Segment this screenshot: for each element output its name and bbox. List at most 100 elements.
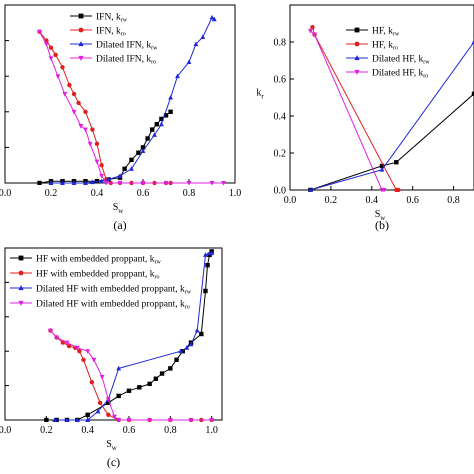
x-axis-label: Sw bbox=[106, 439, 118, 452]
data-point bbox=[126, 388, 132, 393]
legend-label: IFN, krw bbox=[96, 13, 128, 24]
legend-label-main: Dilated IFN, k bbox=[96, 41, 151, 51]
data-point bbox=[116, 393, 121, 399]
x-tick-label: 0.6 bbox=[406, 195, 419, 206]
data-point bbox=[112, 414, 117, 420]
x-tick-label: 0.8 bbox=[447, 195, 460, 206]
data-point bbox=[66, 343, 72, 349]
data-point bbox=[381, 188, 387, 192]
legend-marker bbox=[18, 255, 24, 261]
x-axis-label-sub: w bbox=[112, 444, 118, 452]
data-point bbox=[55, 74, 61, 79]
data-point bbox=[60, 65, 65, 70]
data-point bbox=[471, 39, 474, 44]
legend-label: Dilated IFN, krw bbox=[96, 41, 158, 52]
data-point bbox=[205, 263, 210, 268]
legend-label-sub: ro bbox=[423, 74, 428, 80]
x-tick-label: 0.0 bbox=[0, 188, 11, 199]
data-point bbox=[178, 348, 184, 354]
data-point bbox=[175, 73, 180, 79]
y-tick-label: 0.8 bbox=[274, 38, 287, 49]
legend-label-sub: rw bbox=[154, 260, 161, 266]
data-point bbox=[126, 418, 132, 422]
data-point bbox=[140, 148, 146, 153]
legend-label-sub: rw bbox=[121, 18, 128, 24]
legend-marker bbox=[78, 41, 84, 47]
series-line bbox=[50, 330, 212, 421]
x-tick-label: 0.6 bbox=[123, 425, 136, 436]
data-point bbox=[117, 181, 123, 185]
data-point bbox=[163, 113, 169, 118]
series-layer bbox=[308, 25, 474, 192]
data-point bbox=[203, 288, 208, 294]
data-point bbox=[203, 252, 208, 257]
data-point bbox=[122, 166, 127, 171]
data-point bbox=[308, 187, 313, 192]
y-tick-label: 0.0 bbox=[274, 186, 287, 197]
legend-label-main: Dilated HF with embedded proppant, k bbox=[36, 285, 185, 295]
y-axis-label-main: k bbox=[256, 88, 261, 99]
data-point bbox=[95, 408, 101, 414]
x-tick-label: 0.0 bbox=[0, 425, 11, 436]
legend-label-sub: rw bbox=[423, 60, 430, 66]
x-axis-label: Sw bbox=[375, 209, 387, 222]
legend-label-sub: ro bbox=[393, 46, 398, 52]
data-point bbox=[54, 335, 60, 341]
legend-label-main: Dilated IFN, k bbox=[96, 55, 151, 65]
legend-label-sub: rw bbox=[151, 46, 158, 52]
data-point bbox=[105, 397, 111, 402]
data-point bbox=[140, 145, 146, 150]
legend-label-main: HF, k bbox=[372, 41, 393, 51]
data-point bbox=[62, 92, 68, 97]
data-point bbox=[117, 173, 123, 178]
x-tick-label: 1.0 bbox=[229, 188, 242, 199]
data-point bbox=[106, 412, 111, 418]
data-point bbox=[180, 349, 185, 354]
data-point bbox=[129, 157, 134, 163]
data-point bbox=[184, 345, 190, 350]
data-point bbox=[85, 412, 90, 418]
data-point bbox=[64, 417, 70, 422]
legend-label-sub: rw bbox=[393, 32, 400, 38]
data-point bbox=[168, 366, 173, 371]
data-point bbox=[71, 109, 77, 115]
panel-caption: (c) bbox=[107, 455, 120, 469]
x-tick-label: 0.2 bbox=[45, 188, 58, 199]
legend-label-main: IFN, k bbox=[96, 27, 121, 37]
data-point bbox=[174, 357, 179, 362]
data-point bbox=[71, 91, 77, 97]
x-axis-label-main: S bbox=[106, 439, 112, 450]
data-point bbox=[91, 357, 97, 363]
series-layer bbox=[44, 249, 215, 422]
data-point bbox=[186, 59, 192, 64]
data-point bbox=[379, 167, 385, 172]
y-axis-label-sub: r bbox=[261, 93, 264, 101]
series-layer bbox=[37, 14, 226, 185]
data-point bbox=[48, 180, 54, 185]
legend-label-sub: ro bbox=[151, 60, 156, 66]
data-point bbox=[52, 417, 58, 422]
legend-label: Dilated IFN, kro bbox=[96, 55, 156, 66]
series-line bbox=[39, 111, 171, 184]
data-point bbox=[99, 375, 105, 380]
data-point bbox=[53, 52, 58, 58]
legend-label-sub: ro bbox=[185, 305, 190, 311]
y-tick-label: 0.4 bbox=[274, 112, 287, 123]
legend-label-sub: ro bbox=[154, 275, 159, 281]
series-line bbox=[39, 31, 224, 184]
legend-label: Dilated HF, kro bbox=[372, 69, 428, 80]
data-point bbox=[158, 121, 164, 127]
data-point bbox=[188, 341, 194, 347]
data-point bbox=[312, 32, 317, 38]
data-point bbox=[199, 331, 204, 337]
x-tick-label: 0.8 bbox=[183, 188, 196, 199]
data-point bbox=[167, 418, 173, 422]
data-point bbox=[154, 122, 159, 127]
legend-label-main: HF with embedded proppant, k bbox=[36, 255, 155, 265]
legend-label: Dilated HF with embedded proppant, krw bbox=[36, 285, 192, 296]
legend-marker bbox=[354, 69, 360, 75]
data-point bbox=[71, 180, 77, 185]
data-point bbox=[64, 340, 70, 346]
data-point bbox=[137, 385, 142, 390]
data-point bbox=[89, 379, 95, 385]
